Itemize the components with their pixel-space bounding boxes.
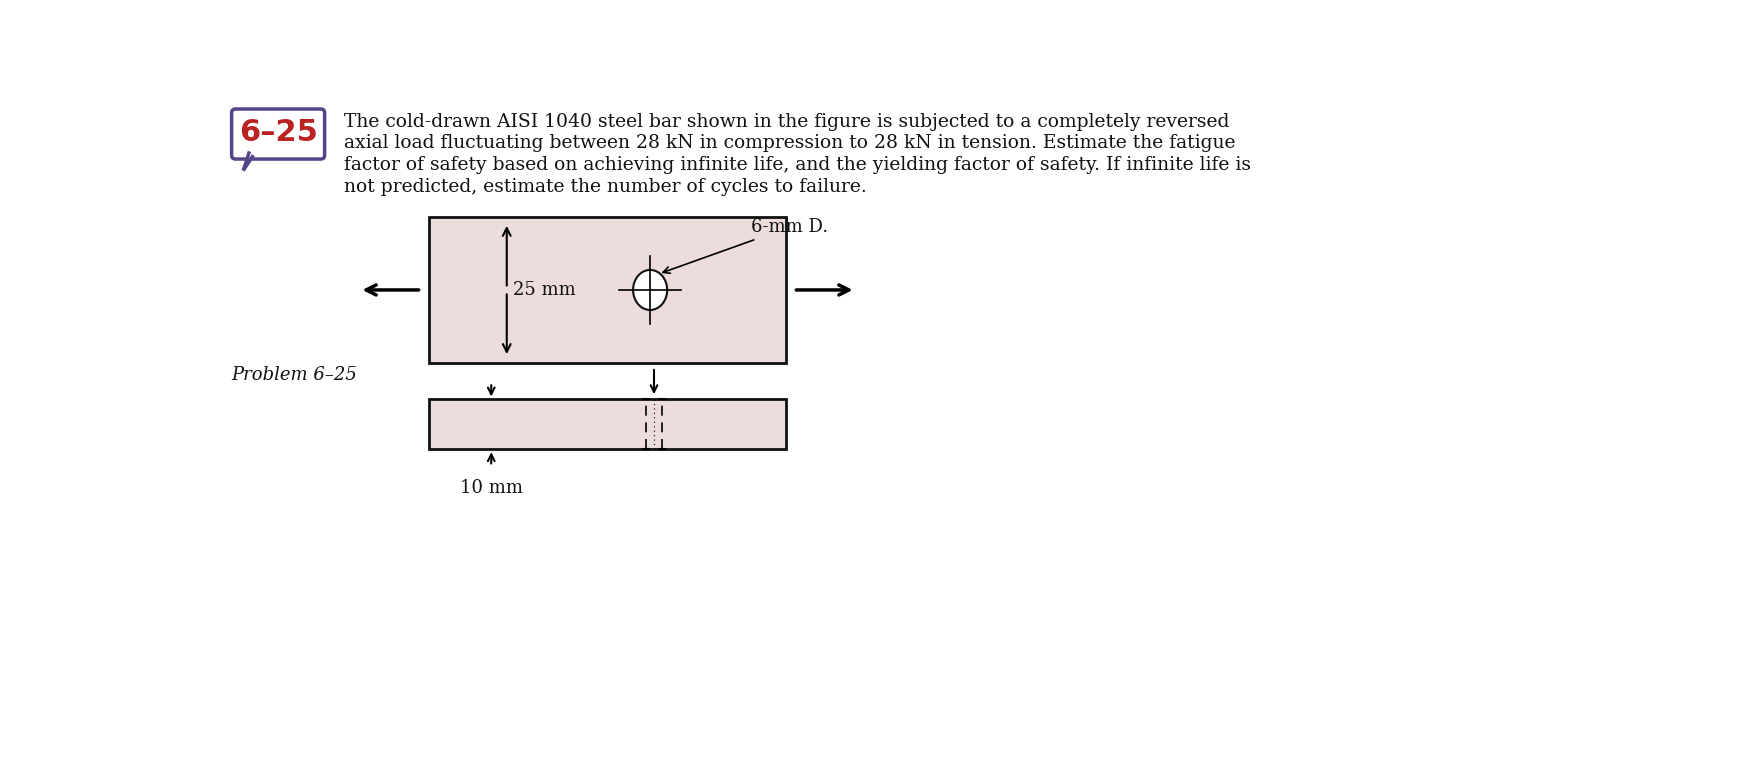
Text: factor of safety based on achieving infinite life, and the yielding factor of sa: factor of safety based on achieving infi… <box>343 156 1251 174</box>
Text: 25 mm: 25 mm <box>512 281 576 299</box>
Text: not predicted, estimate the number of cycles to failure.: not predicted, estimate the number of cy… <box>343 178 866 196</box>
Ellipse shape <box>634 270 667 310</box>
Text: 6–25: 6–25 <box>239 118 317 147</box>
Text: 6-mm D.: 6-mm D. <box>664 218 827 273</box>
Text: 10 mm: 10 mm <box>459 479 523 497</box>
PathPatch shape <box>243 151 253 171</box>
Bar <box>429 217 785 363</box>
Text: axial load fluctuating between 28 kN in compression to 28 kN in tension. Estimat: axial load fluctuating between 28 kN in … <box>343 134 1236 152</box>
FancyBboxPatch shape <box>232 109 324 159</box>
Text: Problem 6–25: Problem 6–25 <box>232 366 357 384</box>
Text: The cold-drawn AISI 1040 steel bar shown in the figure is subjected to a complet: The cold-drawn AISI 1040 steel bar shown… <box>343 113 1230 131</box>
Bar <box>429 399 785 449</box>
